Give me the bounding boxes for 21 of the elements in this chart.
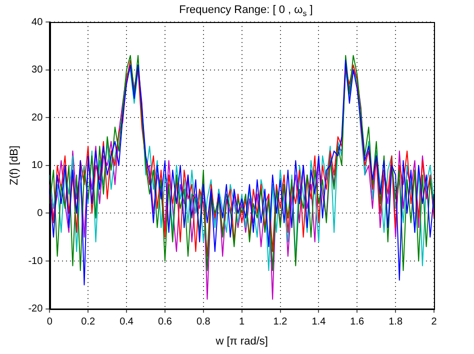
y-axis-title: Z(f) [dB] [8,146,21,186]
x-tick-label: 2 [431,316,438,328]
x-tick-label: 0.6 [158,316,172,328]
y-tick-label: -20 [28,304,44,315]
x-axis-title: w [π rad/s] [214,335,268,348]
x-tick-label: 0.2 [81,316,96,328]
x-tick-label: 1.4 [312,316,326,328]
x-tick-label: 0.4 [120,316,134,328]
x-tick-label: 1 [239,316,246,328]
y-tick-label: -10 [28,256,44,267]
y-tick-label: 0 [37,208,44,219]
x-tick-label: 1.2 [273,316,288,328]
x-tick-label: 0 [46,316,53,328]
y-tick-label: 10 [32,160,44,172]
chart-title: Frequency Range: [ 0 , ω$_{s}$ ] [178,4,314,18]
x-tick-label: 0.8 [196,316,211,328]
y-tick-label: 40 [32,16,44,28]
x-tick-label: 1.6 [350,316,365,328]
x-tick-label: 1.8 [388,316,403,328]
y-tick-label: 20 [32,112,44,124]
y-tick-label: 30 [32,64,44,76]
